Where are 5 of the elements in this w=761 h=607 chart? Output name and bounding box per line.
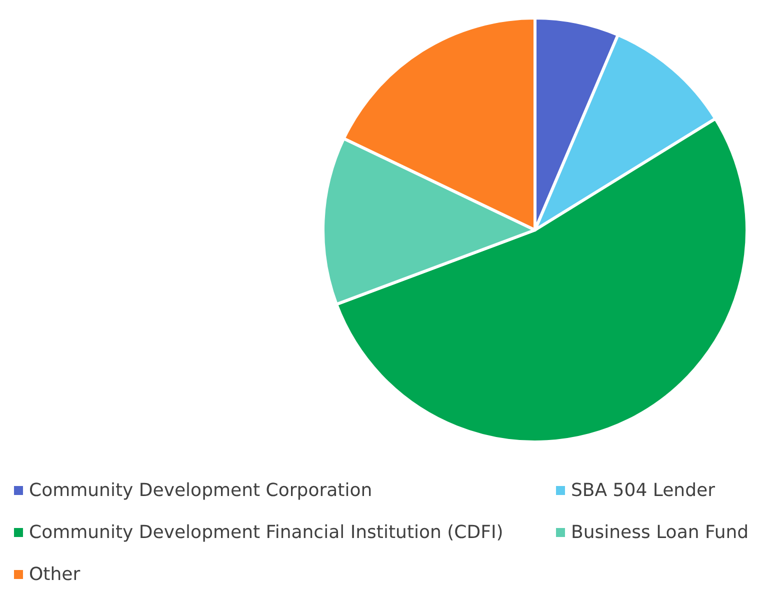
legend-label: Other (29, 564, 80, 584)
legend-label: SBA 504 Lender (571, 480, 715, 500)
legend-label: Community Development Corporation (29, 480, 372, 500)
legend-label: Community Development Financial Institution (CDFI) (29, 522, 504, 542)
legend-label: Business Loan Fund (571, 522, 749, 542)
